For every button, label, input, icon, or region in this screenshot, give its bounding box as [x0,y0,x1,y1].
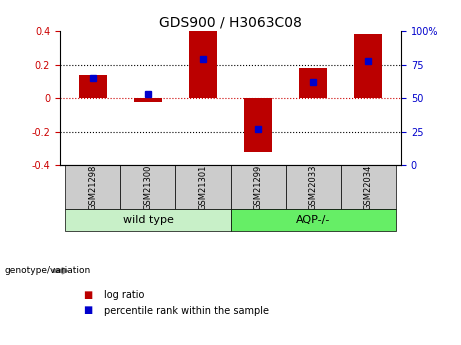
Bar [230,165,285,209]
Bar [230,209,396,231]
Bar [355,34,382,98]
Bar [285,165,341,209]
Text: AQP-/-: AQP-/- [296,215,330,225]
Text: genotype/variation: genotype/variation [5,266,91,275]
Bar [65,165,120,209]
Text: log ratio: log ratio [104,290,144,300]
Text: GSM21300: GSM21300 [143,165,153,210]
Text: GSM21299: GSM21299 [254,165,262,210]
Bar [65,209,230,231]
Text: ■: ■ [83,290,92,300]
Bar [120,165,176,209]
Text: GSM22033: GSM22033 [308,165,318,210]
Text: GSM22034: GSM22034 [364,165,372,210]
Bar [341,165,396,209]
Bar [134,98,162,101]
Bar [189,31,217,98]
Text: ■: ■ [83,306,92,315]
Text: GSM21298: GSM21298 [89,165,97,210]
Title: GDS900 / H3063C08: GDS900 / H3063C08 [159,16,302,30]
Text: percentile rank within the sample: percentile rank within the sample [104,306,269,315]
Text: GSM21301: GSM21301 [199,165,207,210]
Bar [79,75,106,98]
Bar [299,68,327,98]
Text: wild type: wild type [123,215,173,225]
Bar [244,98,272,152]
Bar [176,165,230,209]
